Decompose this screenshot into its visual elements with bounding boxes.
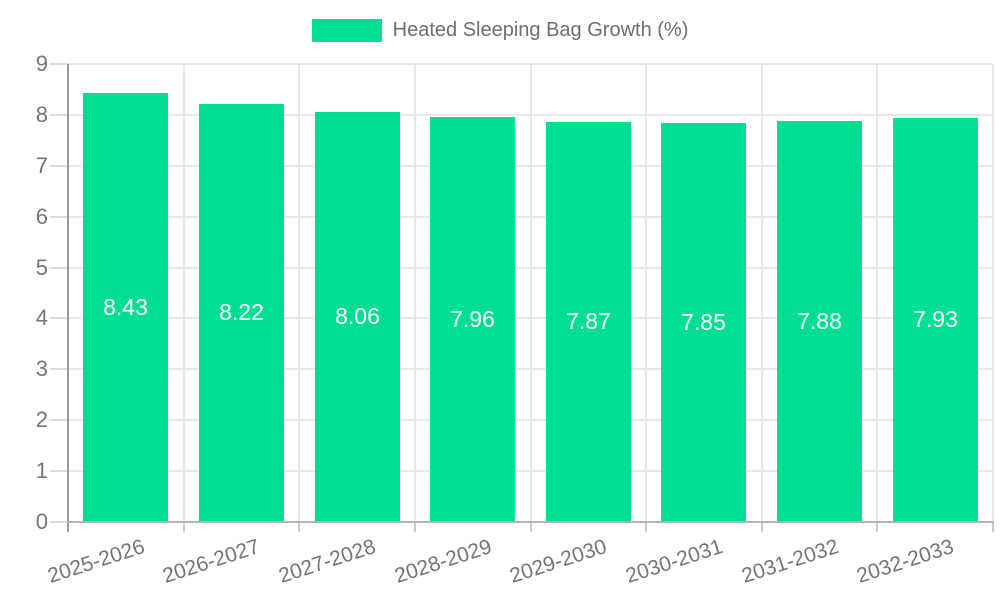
y-tick-label: 7 [35, 153, 48, 178]
bar[interactable]: 7.88 [777, 121, 862, 521]
x-gridline [992, 64, 994, 522]
x-tick [876, 523, 878, 532]
x-tick [183, 523, 185, 532]
y-tick [50, 470, 68, 472]
y-tick [50, 317, 68, 319]
x-gridline [183, 64, 185, 522]
bar-value-label: 7.93 [913, 306, 958, 332]
x-tick-label: 2026-2027 [159, 535, 263, 588]
x-gridline [530, 64, 532, 522]
y-tick [50, 165, 68, 167]
y-tick-label: 9 [35, 51, 48, 76]
y-tick [50, 216, 68, 218]
x-tick [530, 523, 532, 532]
legend-label: Heated Sleeping Bag Growth (%) [392, 19, 689, 41]
bar[interactable]: 8.22 [199, 104, 284, 521]
y-tick [50, 368, 68, 370]
x-gridline [876, 64, 878, 522]
y-tick [50, 419, 68, 421]
x-tick [645, 523, 647, 532]
y-tick [50, 63, 68, 65]
x-tick [298, 523, 300, 532]
x-axis-line [67, 521, 994, 523]
y-tick-label: 5 [35, 255, 48, 280]
y-axis-line [67, 64, 69, 532]
legend-item[interactable]: Heated Sleeping Bag Growth (%) [311, 19, 689, 42]
bar[interactable]: 8.06 [315, 112, 400, 521]
x-gridline [298, 64, 300, 522]
x-tick-label: 2025-2026 [44, 535, 148, 588]
x-tick-label: 2028-2029 [391, 535, 495, 588]
bar[interactable]: 7.87 [546, 122, 631, 521]
bar[interactable]: 7.93 [893, 118, 978, 521]
y-tick [50, 521, 68, 523]
bar-value-label: 7.88 [797, 307, 842, 334]
x-gridline [414, 64, 416, 522]
chart-legend: Heated Sleeping Bag Growth (%) [0, 19, 1000, 42]
bar-value-label: 8.06 [335, 303, 380, 329]
y-tick [50, 267, 68, 269]
y-tick-label: 6 [35, 204, 48, 229]
y-tick-label: 0 [35, 509, 48, 534]
bar-value-label: 8.22 [219, 299, 264, 325]
x-tick-label: 2031-2032 [738, 535, 842, 588]
x-tick [992, 523, 994, 532]
y-tick-label: 3 [35, 356, 48, 381]
y-tick-label: 8 [35, 102, 48, 127]
y-tick-label: 2 [35, 407, 48, 432]
x-gridline [645, 64, 647, 522]
y-tick [50, 114, 68, 116]
x-tick [414, 523, 416, 532]
bar[interactable]: 8.43 [83, 93, 168, 521]
y-tick-label: 1 [35, 458, 48, 483]
bar-value-label: 8.43 [103, 293, 148, 320]
x-tick-label: 2029-2030 [506, 535, 610, 588]
bar-value-label: 7.87 [566, 308, 611, 334]
legend-swatch-icon [311, 19, 382, 42]
x-gridline [761, 64, 763, 522]
y-tick-label: 4 [35, 305, 48, 330]
bar-value-label: 7.96 [450, 305, 495, 332]
bar[interactable]: 7.85 [661, 123, 746, 521]
x-tick-label: 2030-2031 [622, 535, 726, 588]
x-tick [761, 523, 763, 532]
bar[interactable]: 7.96 [430, 117, 515, 521]
bar-value-label: 7.85 [681, 308, 726, 335]
x-tick-label: 2027-2028 [275, 535, 379, 588]
x-tick-label: 2032-2033 [853, 535, 957, 588]
